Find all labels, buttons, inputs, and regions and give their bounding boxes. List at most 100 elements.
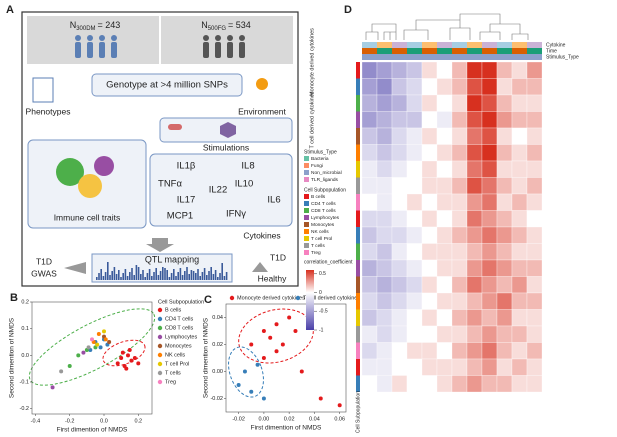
heat-cell: [436, 127, 453, 145]
heat-cell: [511, 342, 528, 360]
heat-cell: [391, 94, 408, 112]
phenotypes: Phenotypes: [26, 106, 71, 116]
manhattan-bar: [96, 277, 98, 280]
row-annotation: [356, 210, 360, 227]
heat-cell: [511, 127, 528, 145]
row-annotation: [356, 359, 360, 376]
heat-cell: [511, 292, 528, 310]
heat-cell: [526, 259, 543, 277]
heat-cell: [481, 243, 498, 261]
heat-cell: [451, 243, 468, 261]
heat-cell: [391, 111, 408, 129]
heat-cell: [391, 342, 408, 360]
manhattan-bar: [155, 268, 157, 280]
heat-cell: [511, 111, 528, 129]
legend-swatch: [304, 201, 309, 206]
heat-cell: [436, 210, 453, 228]
y-tick-label: 0.0: [21, 353, 29, 359]
legend-label: Lymphocytes: [165, 334, 197, 340]
heat-cell: [436, 61, 453, 79]
heat-cell: [376, 226, 393, 244]
stimulations: Stimulations: [203, 142, 249, 152]
heat-cell: [421, 78, 438, 96]
heat-cell: [361, 127, 378, 145]
heat-cell: [451, 309, 468, 327]
heat-cell: [481, 193, 498, 211]
heat-cell: [361, 111, 378, 129]
x-tick-label: -0.02: [232, 416, 245, 422]
legend-swatch: [304, 156, 309, 161]
point: [59, 369, 64, 374]
legend-swatch: [157, 325, 163, 331]
heat-cell: [421, 127, 438, 145]
arrow-left: [64, 262, 86, 274]
heat-cell: [361, 160, 378, 178]
legend-swatch: [157, 334, 163, 340]
heat-cell: [466, 226, 483, 244]
annotation-label: Stimulus_Type: [546, 54, 579, 60]
arrow: [146, 238, 174, 252]
legend-swatch: [304, 229, 309, 234]
heat-cell: [511, 177, 528, 195]
manhattan-bar: [188, 274, 190, 280]
heat-cell: [361, 259, 378, 277]
heat-cell: [466, 210, 483, 228]
legend-label: Monocytes: [165, 343, 192, 349]
cell: [94, 156, 114, 176]
manhattan-bar: [122, 273, 124, 280]
sub: 500FG: [208, 26, 227, 32]
cohort-1: N300DM = 243: [70, 20, 121, 31]
manhattan: [96, 262, 228, 280]
heat-cell: [376, 144, 393, 162]
manhattan-bar: [137, 267, 140, 280]
heat-cell: [406, 358, 423, 376]
heat-cell: [391, 127, 408, 145]
heat-cell: [436, 193, 453, 211]
heat-cell: [421, 193, 438, 211]
cytokine: IL6: [267, 195, 280, 206]
manhattan-bar: [146, 273, 149, 280]
manhattan-bar: [102, 276, 105, 280]
heat-cell: [466, 78, 483, 96]
heat-cell: [526, 243, 543, 261]
heat-cell: [361, 144, 378, 162]
heat-cell: [496, 111, 513, 129]
y-axis-label: Second dimention of NMDS: [9, 317, 16, 398]
heat-cell: [496, 210, 513, 228]
row-annotation: [356, 260, 360, 277]
manhattan-bar: [104, 272, 107, 280]
people-300: [75, 35, 117, 58]
annotation-cell: [392, 54, 407, 60]
heat-cell: [481, 226, 498, 244]
heat-cell: [526, 193, 543, 211]
manhattan-bar: [197, 269, 199, 280]
point: [96, 332, 101, 336]
row-annotation: [356, 326, 360, 343]
heat-cell: [451, 325, 468, 343]
row-annotation: [356, 95, 360, 112]
heat-cell: [466, 243, 483, 261]
heat-cell: [481, 94, 498, 112]
manhattan-bar: [168, 277, 171, 280]
heat-cell: [511, 210, 528, 228]
manhattan-bar: [203, 268, 206, 280]
heat-cell: [496, 193, 513, 211]
ellipse: [228, 346, 264, 398]
heat-cell: [526, 342, 543, 360]
heat-cell: [496, 375, 513, 393]
point: [107, 340, 112, 344]
annotation-cell: [482, 42, 497, 48]
legend-swatch: [304, 250, 309, 255]
heat-cell: [391, 259, 408, 277]
heat-cell: [496, 292, 513, 310]
annotation-cell: [422, 48, 437, 54]
manhattan-bar: [124, 269, 127, 280]
heat-cell: [436, 160, 453, 178]
colorbar-label: -1: [319, 327, 324, 333]
legend-swatch: [295, 295, 301, 301]
heat-cell: [481, 78, 498, 96]
legend-swatch: [304, 163, 309, 168]
heat-cell: [511, 325, 528, 343]
y-tick-label: -0.2: [20, 406, 29, 412]
annotation-cell: [467, 48, 482, 54]
